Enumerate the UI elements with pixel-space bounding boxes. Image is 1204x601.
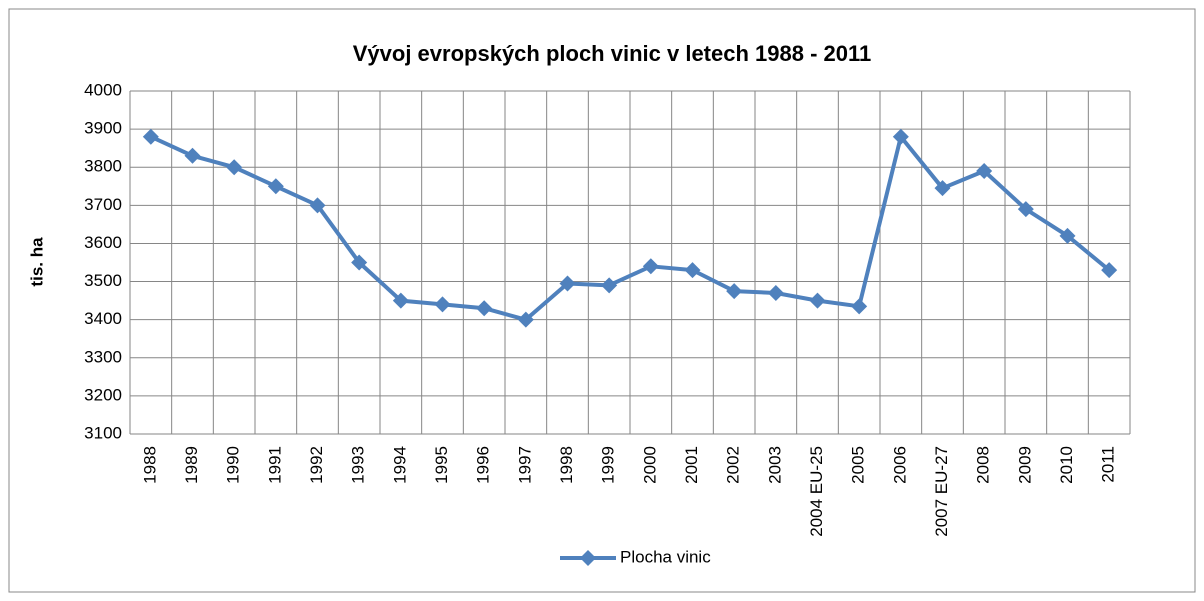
x-tick-label: 2010 [1057, 446, 1076, 484]
point-marker [767, 284, 784, 301]
x-tick-label: 1999 [599, 446, 618, 484]
x-tick-label: 2011 [1099, 446, 1118, 483]
x-tick-label: 2007 EU-27 [932, 446, 951, 537]
x-tick-label: 2009 [1015, 446, 1034, 484]
point-marker [1017, 201, 1034, 218]
x-tick-label: 1991 [265, 446, 284, 484]
point-marker [934, 180, 951, 197]
point-marker [142, 128, 159, 145]
x-tick-label: 1992 [307, 446, 326, 484]
x-tick-label: 2004 EU-25 [807, 446, 826, 537]
series-line [150, 134, 1111, 322]
point-marker [392, 292, 409, 309]
y-tick-label: 3600 [84, 233, 122, 252]
x-tick-label: 1990 [224, 446, 243, 484]
point-marker [892, 128, 909, 145]
y-tick-label: 3800 [84, 157, 122, 176]
y-tick-label: 3400 [84, 309, 122, 328]
point-marker [226, 159, 243, 176]
x-tick-label: 1988 [140, 446, 159, 484]
x-tick-label: 1998 [557, 446, 576, 484]
chart-title: Vývoj evropských ploch vinic v letech 19… [353, 41, 872, 66]
point-marker [726, 283, 743, 300]
y-axis-label: tis. ha [27, 237, 46, 287]
y-tick-label: 3900 [84, 119, 122, 138]
point-marker [476, 300, 493, 317]
point-marker [267, 178, 284, 195]
x-tick-label: 1994 [390, 446, 409, 484]
point-marker [559, 275, 576, 292]
x-tick-label: 1995 [432, 446, 451, 484]
point-marker [351, 254, 368, 271]
legend-marker [580, 550, 596, 566]
x-tick-label: 2008 [974, 446, 993, 484]
point-marker [642, 258, 659, 275]
point-marker [1059, 227, 1076, 244]
point-marker [434, 296, 451, 313]
y-tick-label: 3200 [84, 385, 122, 404]
point-marker [601, 277, 618, 294]
legend-label: Plocha vinic [620, 547, 711, 566]
x-tick-label: 2003 [765, 446, 784, 484]
y-tick-label: 3500 [84, 271, 122, 290]
point-marker [1101, 262, 1118, 279]
x-tick-label: 2001 [682, 446, 701, 484]
y-tick-label: 3700 [84, 195, 122, 214]
point-marker [309, 197, 326, 214]
point-marker [684, 262, 701, 279]
point-marker [517, 311, 534, 328]
point-marker [976, 163, 993, 180]
x-tick-label: 2005 [849, 446, 868, 484]
chart-border [8, 8, 1196, 593]
y-tick-label: 3300 [84, 347, 122, 366]
x-tick-label: 1989 [182, 446, 201, 484]
x-tick-label: 1996 [474, 446, 493, 484]
point-marker [851, 298, 868, 315]
y-tick-label: 4000 [84, 80, 122, 99]
point-marker [184, 147, 201, 164]
x-tick-label: 1997 [515, 446, 534, 484]
point-marker [809, 292, 826, 309]
y-tick-label: 3100 [84, 423, 122, 442]
x-tick-label: 2000 [640, 446, 659, 484]
x-tick-label: 2002 [724, 446, 743, 484]
x-tick-label: 1993 [349, 446, 368, 484]
x-tick-label: 2006 [890, 446, 909, 484]
